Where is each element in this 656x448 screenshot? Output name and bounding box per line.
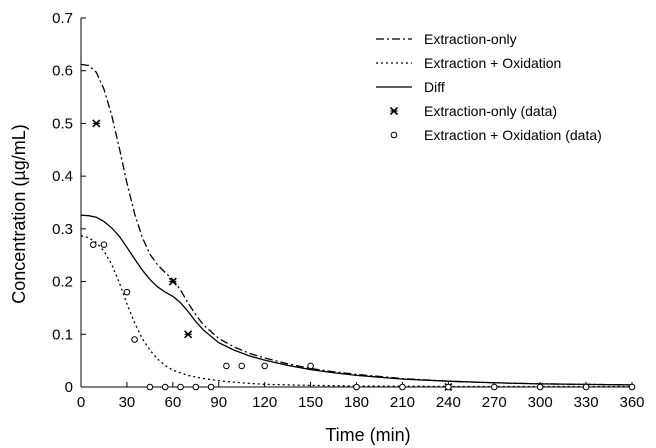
x-tick-label: 120 — [252, 394, 277, 411]
y-tick-label: 0.7 — [52, 10, 73, 27]
y-axis-title: Concentration (µg/mL) — [9, 124, 29, 303]
x-tick-label: 180 — [344, 394, 369, 411]
data-point-4 — [307, 362, 314, 370]
data-point-4 — [207, 383, 215, 391]
data-point-4 — [89, 241, 97, 248]
series-line-1 — [80, 235, 632, 388]
legend-item: Extraction + Oxidation (data) — [390, 127, 602, 143]
x-axis-title: Time (min) — [325, 425, 410, 445]
data-point-4 — [131, 336, 138, 343]
x-tick-label: 300 — [528, 394, 553, 411]
data-point-4 — [192, 383, 200, 391]
y-tick-label: 0.4 — [52, 168, 73, 185]
data-point-4 — [238, 362, 246, 370]
legend-item: Extraction-only — [376, 31, 517, 47]
x-tick-label: 30 — [119, 394, 136, 411]
legend-item: Diff — [376, 79, 445, 95]
data-point-4 — [399, 383, 406, 391]
data-point-3 — [168, 277, 177, 286]
legend-label: Extraction-only (data) — [424, 103, 557, 119]
data-point-4 — [536, 383, 544, 391]
legend-label: Extraction-only — [424, 31, 517, 47]
y-tick-label: 0.5 — [52, 115, 73, 132]
y-tick-label: 0.3 — [52, 221, 73, 238]
x-tick-label: 150 — [298, 394, 323, 411]
data-point-4 — [177, 383, 184, 391]
data-point-3 — [92, 119, 101, 128]
legend-label: Extraction + Oxidation (data) — [424, 127, 602, 143]
data-point-4 — [490, 383, 498, 391]
y-tick-label: 0.1 — [52, 326, 73, 343]
data-point-4 — [261, 362, 268, 370]
legend-item: Extraction + Oxidation — [376, 55, 561, 71]
data-point-4 — [582, 383, 590, 391]
y-tick-label: 0 — [65, 379, 73, 396]
series-line-2 — [80, 214, 633, 386]
data-point-4 — [123, 288, 131, 296]
x-tick-label: 270 — [482, 394, 507, 411]
data-point-4 — [445, 383, 452, 391]
x-tick-label: 90 — [210, 394, 227, 411]
x-tick-label: 240 — [436, 394, 461, 411]
legend-layer: Extraction-only Extraction + Oxidation Dif… — [376, 31, 602, 143]
x-tick-label: 360 — [619, 394, 644, 411]
legend-item: Extraction-only (data) — [389, 103, 557, 119]
data-point-4 — [146, 383, 154, 391]
x-tick-label: 0 — [77, 394, 85, 411]
y-tick-label: 0.2 — [52, 274, 73, 291]
legend-marker — [390, 131, 398, 139]
axes-layer: 0 30 60 90 120 150 180 210 240 270 300 330 360 0 0.1 0.… — [52, 10, 644, 411]
data-point-4 — [223, 362, 230, 370]
data-point-4 — [353, 383, 360, 391]
x-tick-label: 210 — [390, 394, 415, 411]
data-point-4 — [100, 241, 108, 248]
legend-marker — [389, 106, 399, 116]
x-tick-label: 330 — [574, 394, 599, 411]
data-point-4 — [628, 383, 636, 391]
legend-label: Extraction + Oxidation — [424, 55, 561, 71]
series-layer — [80, 63, 636, 392]
y-tick-label: 0.6 — [52, 63, 73, 80]
legend-label: Diff — [424, 79, 445, 95]
x-tick-label: 60 — [164, 394, 181, 411]
data-point-3 — [184, 330, 193, 339]
data-point-4 — [161, 383, 169, 391]
